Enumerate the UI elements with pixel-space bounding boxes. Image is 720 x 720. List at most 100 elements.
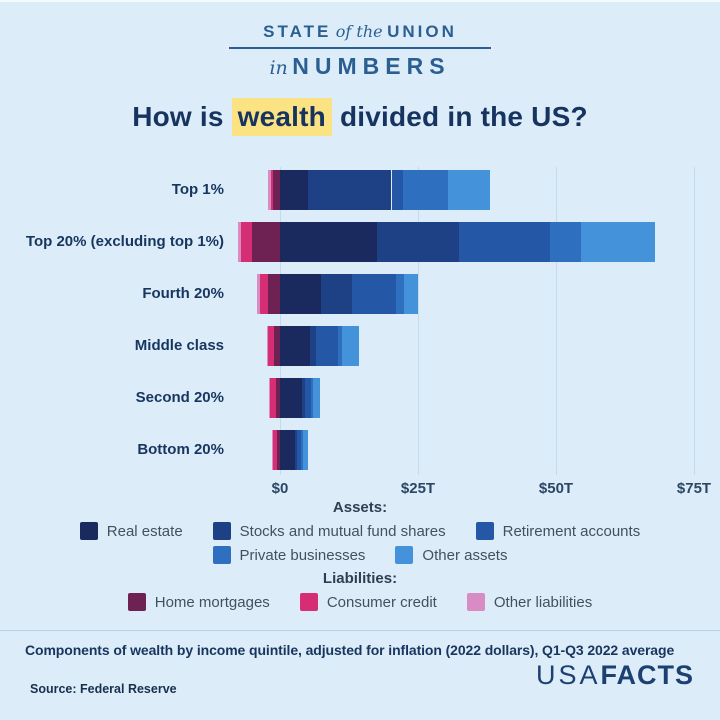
bar-segment-private-businesses bbox=[402, 170, 448, 210]
usafacts-logo: USAFACTS bbox=[536, 660, 694, 691]
bar-segment-other-assets bbox=[342, 326, 359, 366]
bar-segment-consumer-credit bbox=[259, 274, 268, 314]
gridline-$75T bbox=[694, 167, 695, 475]
bar-row: Bottom 20% bbox=[0, 430, 720, 470]
logo-facts: FACTS bbox=[600, 660, 694, 690]
bar-segment-retirement-accounts bbox=[351, 274, 396, 314]
bar-segment-private-businesses bbox=[337, 326, 343, 366]
legend-label: Retirement accounts bbox=[502, 522, 641, 540]
legend-item-retirement: Retirement accounts bbox=[475, 522, 641, 540]
bar-segment-home-mortgages bbox=[275, 378, 280, 418]
brand-state: STATE bbox=[263, 22, 332, 41]
title-suffix: divided in the US? bbox=[331, 101, 588, 132]
bar-segment-other-assets bbox=[447, 170, 490, 210]
category-label: Second 20% bbox=[135, 389, 224, 406]
legend-assets-header: Assets: bbox=[332, 499, 388, 516]
legend-item-stocks: Stocks and mutual fund shares bbox=[212, 522, 446, 540]
real-estate-swatch-icon bbox=[79, 522, 98, 540]
bar-segment-private-businesses bbox=[550, 222, 581, 262]
x-tick-label: $0 bbox=[271, 480, 289, 497]
legend-label: Private businesses bbox=[239, 546, 366, 564]
bar-segment-other-liabilities bbox=[268, 378, 271, 418]
legend-label: Other assets bbox=[422, 546, 508, 564]
stacked-bar-chart: $0 $25T $50T $75T Top 1% Top 20% (excluding t… bbox=[0, 167, 720, 512]
bar-segment-consumer-credit bbox=[270, 170, 274, 210]
bar-segment-retirement-accounts bbox=[315, 326, 338, 366]
brand-header: STATE of the UNION in NUMBERS bbox=[0, 22, 720, 80]
legend-row-liabilities: Home mortgages Consumer credit Other lia… bbox=[127, 593, 593, 611]
legend-label: Home mortgages bbox=[154, 593, 270, 611]
bar-segment-consumer-credit bbox=[241, 222, 253, 262]
title-prefix: How is bbox=[132, 101, 232, 132]
bar-segment-retirement-accounts bbox=[459, 222, 551, 262]
brand-numbers: NUMBERS bbox=[292, 53, 451, 79]
bar-segment-real-estate bbox=[280, 222, 377, 262]
bar-segment-consumer-credit bbox=[272, 430, 277, 470]
bar-segment-other-assets bbox=[580, 222, 656, 262]
bar-segment-stocks-and-mutual-fund-shares bbox=[321, 274, 352, 314]
legend-item-other-assets: Other assets bbox=[395, 546, 507, 564]
bar-segment-home-mortgages bbox=[273, 170, 280, 210]
bar-row: Middle class bbox=[0, 326, 720, 366]
legend-label: Real estate bbox=[106, 522, 183, 540]
chart-caption: Components of wealth by income quintile,… bbox=[25, 642, 675, 658]
category-label: Fourth 20% bbox=[142, 285, 224, 302]
brand-divider-rule bbox=[229, 47, 491, 49]
bar-segment-stocks-and-mutual-fund-shares bbox=[307, 170, 392, 210]
brand-line1: STATE of the UNION bbox=[0, 22, 720, 42]
bar-row: Top 20% (excluding top 1%) bbox=[0, 222, 720, 262]
bar-segment-private-businesses bbox=[311, 378, 314, 418]
bar-segment-retirement-accounts bbox=[297, 430, 301, 470]
bar-segment-home-mortgages bbox=[267, 274, 280, 314]
x-tick-label: $25T bbox=[400, 480, 436, 497]
logo-usa: USA bbox=[535, 660, 601, 690]
brand-line2: in NUMBERS bbox=[0, 53, 720, 80]
bar-segment-stocks-and-mutual-fund-shares bbox=[295, 430, 298, 470]
legend-label: Stocks and mutual fund shares bbox=[239, 522, 446, 540]
bar-segment-private-businesses bbox=[300, 430, 303, 470]
category-label: Top 20% (excluding top 1%) bbox=[25, 233, 224, 250]
bar-segment-consumer-credit bbox=[267, 326, 275, 366]
gridline-$50T bbox=[556, 167, 557, 475]
bar-segment-private-businesses bbox=[395, 274, 405, 314]
bar-row: Top 1% bbox=[0, 170, 720, 210]
legend-row-assets-2: Private businesses Other assets bbox=[212, 546, 507, 564]
brand-of-the: of the bbox=[335, 22, 383, 41]
category-label: Middle class bbox=[134, 337, 224, 354]
bar-segment-other-assets bbox=[302, 430, 309, 470]
bar-row: Second 20% bbox=[0, 378, 720, 418]
bar-segment-other-assets bbox=[313, 378, 320, 418]
legend-item-home-mortgages: Home mortgages bbox=[127, 593, 270, 611]
gridline-$0 bbox=[280, 167, 281, 475]
bar-segment-real-estate bbox=[280, 378, 303, 418]
title-highlight: wealth bbox=[231, 98, 332, 136]
brand-union: UNION bbox=[387, 22, 457, 41]
legend-item-private-businesses: Private businesses bbox=[212, 546, 366, 564]
bar-segment-home-mortgages bbox=[252, 222, 280, 262]
page-title: How is wealth divided in the US? bbox=[0, 98, 720, 136]
bar-segment-other-assets bbox=[404, 274, 418, 314]
bar-segment-other-liabilities bbox=[266, 326, 268, 366]
bar-row: Fourth 20% bbox=[0, 274, 720, 314]
brand-in: in bbox=[269, 57, 288, 79]
bar-segment-other-liabilities bbox=[271, 430, 273, 470]
category-label: Bottom 20% bbox=[137, 441, 224, 458]
bar-segment-retirement-accounts bbox=[391, 170, 403, 210]
legend: Assets: Real estate Stocks and mutual fu… bbox=[0, 499, 720, 611]
bar-segment-stocks-and-mutual-fund-shares bbox=[302, 378, 305, 418]
bar-segment-other-liabilities bbox=[238, 222, 242, 262]
legend-item-other-liabilities: Other liabilities bbox=[466, 593, 593, 611]
legend-label: Other liabilities bbox=[493, 593, 593, 611]
bar-segment-retirement-accounts bbox=[304, 378, 312, 418]
private-businesses-swatch-icon bbox=[212, 546, 231, 564]
bar-segment-home-mortgages bbox=[274, 326, 280, 366]
x-tick-label: $50T bbox=[538, 480, 574, 497]
consumer-credit-swatch-icon bbox=[299, 593, 318, 611]
legend-row-assets-1: Real estate Stocks and mutual fund share… bbox=[79, 522, 641, 540]
bar-segment-stocks-and-mutual-fund-shares bbox=[376, 222, 460, 262]
bar-segment-real-estate bbox=[280, 430, 296, 470]
bar-segment-real-estate bbox=[280, 326, 311, 366]
retirement-swatch-icon bbox=[475, 522, 494, 540]
bar-segment-real-estate bbox=[280, 274, 322, 314]
